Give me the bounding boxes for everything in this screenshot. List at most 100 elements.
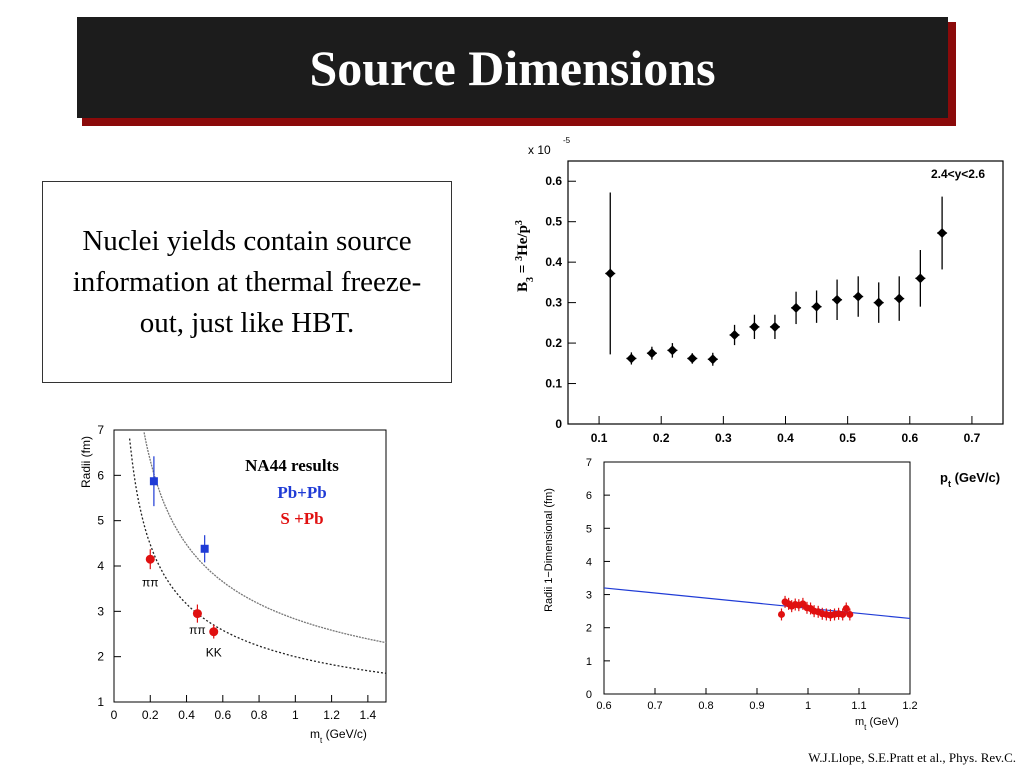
data-point (894, 293, 905, 304)
x-axis-label-part: (GeV/c) (951, 470, 1000, 485)
x-tick-label: 0.4 (777, 431, 794, 445)
point-annotation: KK (206, 646, 222, 660)
data-point (846, 610, 854, 618)
y-tick-label: 7 (97, 423, 104, 437)
y-tick-label: 4 (97, 559, 104, 573)
y-tick-label: 3 (97, 604, 104, 618)
x-tick-label: 0.4 (178, 708, 195, 722)
y-tick-label: 1 (97, 695, 104, 709)
y-axis-label-part: 3 (525, 277, 536, 282)
y-tick-label: 0 (586, 689, 592, 701)
y-tick-label: 0.2 (545, 336, 562, 350)
legend-pbpb: Pb+Pb (277, 483, 326, 502)
x-tick-label: 0.6 (901, 431, 918, 445)
data-point (749, 321, 760, 332)
data-point (810, 607, 818, 615)
data-point (842, 604, 850, 612)
data-point (626, 353, 637, 364)
x-axis-label-part: t (864, 723, 867, 732)
y-tick-label: 0.4 (545, 255, 562, 269)
point-annotation: ππ (189, 623, 206, 637)
data-point (822, 610, 830, 618)
y-axis-label-part: = (515, 261, 531, 277)
data-point (811, 301, 822, 312)
x-axis-label-part: m (310, 727, 320, 741)
x-axis-label-part: t (320, 736, 323, 745)
data-point (707, 354, 718, 365)
y-axis-label-part: 3 (514, 220, 525, 225)
x-tick-label: 0.7 (647, 700, 662, 712)
x-tick-label: 1.4 (360, 708, 377, 722)
y-tick-label: 3 (586, 590, 592, 602)
data-point (729, 330, 740, 340)
x-tick-label: 0 (111, 708, 118, 722)
plot-frame (567, 160, 1004, 425)
x-tick-label: 0.5 (839, 431, 856, 445)
data-point (803, 604, 811, 612)
data-point (818, 610, 826, 618)
x-axis-label-part: m (855, 716, 864, 728)
x-axis-label: mt (GeV/c) (310, 727, 367, 745)
y-tick-label: 2 (97, 650, 104, 664)
y-axis-label: Radii (fm) (79, 436, 93, 488)
y-tick-label: 6 (586, 490, 592, 502)
data-point (777, 610, 785, 618)
x-tick-label: 1.2 (902, 700, 917, 712)
x-tick-label: 0.9 (749, 700, 764, 712)
y-axis-label: Radii 1−Dimensional (fm) (543, 488, 555, 612)
x-axis-label-part: (GeV) (866, 716, 898, 728)
data-point (788, 602, 796, 610)
x-axis-label-part: t (948, 479, 951, 489)
x-tick-label: 1.2 (323, 708, 340, 722)
x-tick-label: 0.7 (964, 431, 981, 445)
data-point (826, 611, 834, 619)
fit-curve (128, 438, 387, 674)
title-bar: Source Dimensions (77, 17, 948, 118)
x-axis-label-part: (GeV/c) (322, 727, 367, 741)
data-point (646, 348, 657, 359)
text-box-content: Nuclei yields contain source information… (72, 224, 422, 339)
data-point (781, 598, 789, 606)
x-tick-label: 1.1 (851, 700, 866, 712)
data-point (791, 302, 802, 313)
x-tick-label: 0.2 (142, 708, 159, 722)
fit-line (603, 587, 911, 620)
x-axis-label: pt (GeV/c) (940, 470, 1000, 489)
data-point (807, 604, 815, 612)
y-tick-label: 6 (97, 468, 104, 482)
y-tick-label: 2 (586, 623, 592, 635)
exponent-value: -5 (563, 136, 571, 145)
data-point (799, 600, 807, 608)
data-point (769, 321, 780, 332)
data-point-circle (209, 627, 219, 637)
fit-curve (143, 432, 387, 644)
y-tick-label: 0.3 (545, 296, 562, 310)
data-point (795, 601, 803, 609)
data-point (832, 294, 843, 305)
y-axis-label-part: He/p (515, 225, 531, 256)
y-tick-label: 5 (586, 523, 592, 535)
x-tick-label: 0.8 (251, 708, 268, 722)
x-tick-label: 0.6 (214, 708, 231, 722)
data-point (839, 610, 847, 618)
x-tick-label: 1 (805, 700, 811, 712)
text-box: Nuclei yields contain source information… (42, 181, 452, 383)
plot-frame (113, 429, 387, 703)
data-point (814, 608, 822, 616)
data-point (831, 610, 839, 618)
y-tick-label: 0.5 (545, 215, 562, 229)
data-point (873, 297, 884, 308)
y-tick-label: 1 (586, 656, 592, 668)
x-tick-label: 1 (292, 708, 299, 722)
y-tick-label: 7 (586, 457, 592, 469)
x-tick-label: 0.2 (653, 431, 670, 445)
y-tick-label: 0 (555, 417, 562, 431)
y-axis-label-part: 3 (514, 256, 525, 261)
y-tick-label: 4 (586, 556, 592, 568)
x-axis-label-part: p (940, 470, 948, 485)
data-point-circle (145, 554, 155, 564)
data-point-circle (192, 609, 202, 619)
x-tick-label: 0.3 (715, 431, 732, 445)
data-point-square (149, 477, 158, 486)
x-axis-label: mt (GeV) (855, 716, 899, 732)
